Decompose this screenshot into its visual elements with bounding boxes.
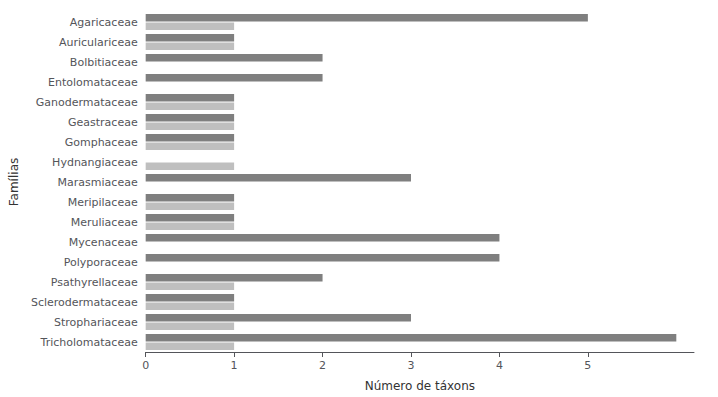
svg-text:4: 4 [496,359,503,372]
svg-text:Meruliaceae: Meruliaceae [71,216,138,229]
svg-text:Marasmiaceae: Marasmiaceae [58,176,138,189]
svg-text:Mycenaceae: Mycenaceae [69,236,138,249]
svg-text:Ganodermataceae: Ganodermataceae [36,96,138,109]
svg-text:Bolbitiaceae: Bolbitiaceae [70,56,138,69]
svg-text:5: 5 [584,359,591,372]
svg-text:Geastraceae: Geastraceae [68,116,138,129]
svg-text:Agaricaceae: Agaricaceae [70,16,138,29]
svg-text:Strophariaceae: Strophariaceae [54,316,138,329]
svg-text:3: 3 [407,359,414,372]
svg-text:1: 1 [231,359,238,372]
svg-text:Tricholomataceae: Tricholomataceae [40,336,138,349]
svg-text:Polyporaceae: Polyporaceae [64,256,138,269]
svg-text:Psathyrellaceae: Psathyrellaceae [51,276,138,289]
svg-text:Meripilaceae: Meripilaceae [68,196,138,209]
svg-text:Sclerodermataceae: Sclerodermataceae [31,296,138,309]
svg-text:Gomphaceae: Gomphaceae [65,136,138,149]
svg-text:Hydnangiaceae: Hydnangiaceae [52,156,138,169]
svg-text:Entolomataceae: Entolomataceae [48,76,138,89]
svg-text:Auriculariceae: Auriculariceae [59,36,138,49]
svg-text:0: 0 [142,359,149,372]
svg-text:2: 2 [319,359,326,372]
svg-text:Famílias: Famílias [7,158,21,206]
svg-text:Número de táxons: Número de táxons [365,379,475,393]
